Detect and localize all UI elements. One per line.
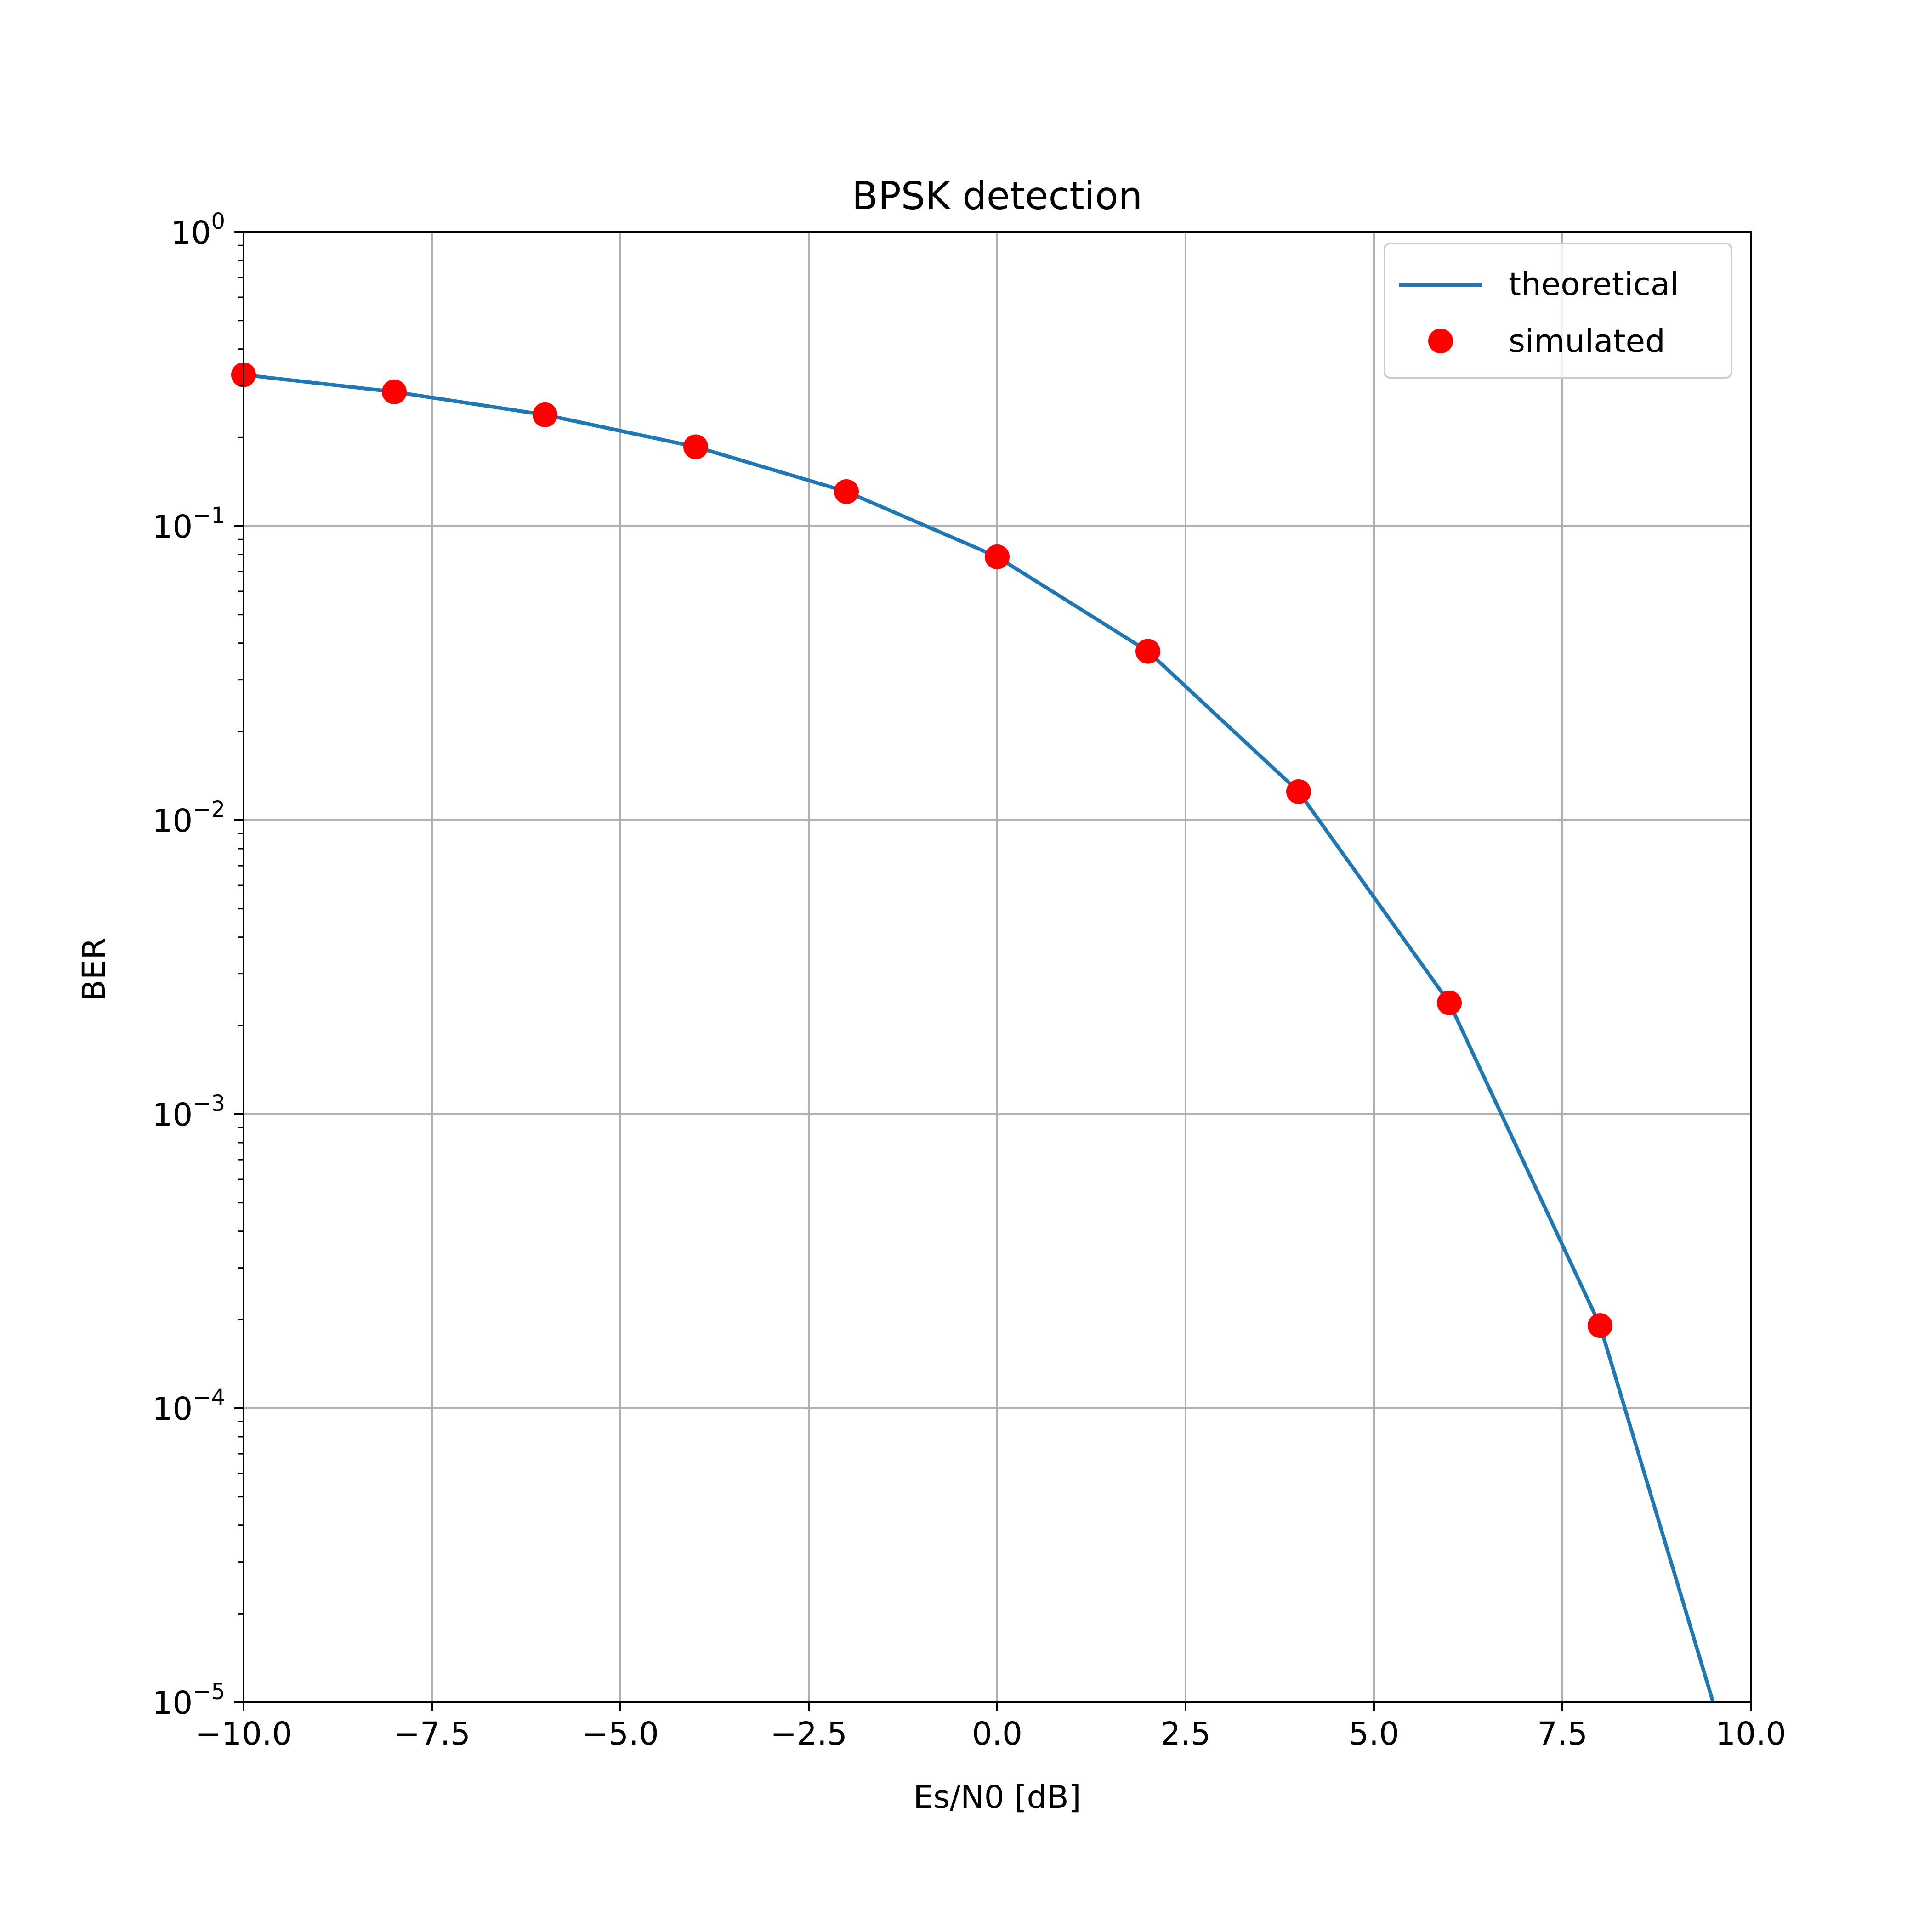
x-tick-label: 0.0 xyxy=(972,1716,1022,1752)
x-tick-label: 7.5 xyxy=(1537,1716,1588,1752)
y-tick-label: 10−5 xyxy=(152,1679,225,1722)
y-tick-label: 100 xyxy=(171,209,225,251)
y-tick-label: 10−2 xyxy=(152,797,225,839)
data-point-simulated xyxy=(1135,639,1160,664)
y-tick-exponent: −2 xyxy=(193,797,225,822)
x-tick-label: 2.5 xyxy=(1160,1716,1211,1752)
legend-box xyxy=(1384,243,1732,379)
y-tick-exponent: −4 xyxy=(193,1385,225,1411)
data-point-simulated xyxy=(1286,779,1311,804)
y-tick-exponent: −3 xyxy=(193,1091,225,1116)
x-axis-label: Es/N0 [dB] xyxy=(913,1779,1081,1816)
x-tick-label: −2.5 xyxy=(770,1716,847,1752)
legend-label-simulated: simulated xyxy=(1509,323,1665,360)
legend: theoretical simulated xyxy=(1384,243,1732,379)
x-tick-label: −5.0 xyxy=(582,1716,659,1752)
y-tick-label: 10−1 xyxy=(152,503,225,545)
y-axis-label: BER xyxy=(76,938,113,1002)
data-point-simulated xyxy=(533,402,557,427)
x-tick-label: −10.0 xyxy=(195,1716,292,1752)
y-tick-base: 10 xyxy=(152,1391,193,1428)
x-tick-label: −7.5 xyxy=(393,1716,471,1752)
legend-label-theoretical: theoretical xyxy=(1509,266,1679,303)
y-tick-exponent: −1 xyxy=(193,503,225,528)
y-tick-base: 10 xyxy=(171,215,211,251)
x-tick-label: 5.0 xyxy=(1349,1716,1399,1752)
chart-title: BPSK detection xyxy=(852,174,1142,218)
y-tick-label: 10−3 xyxy=(152,1091,225,1133)
y-tick-exponent: −5 xyxy=(193,1679,225,1705)
y-tick-base: 10 xyxy=(152,1097,193,1133)
data-point-simulated xyxy=(382,379,407,404)
x-tick-label: 10.0 xyxy=(1715,1716,1786,1752)
y-tick-base: 10 xyxy=(152,509,193,545)
data-point-simulated xyxy=(683,434,708,459)
data-point-simulated xyxy=(834,479,859,504)
data-point-simulated xyxy=(985,544,1010,569)
axis-ticks: −10.0 −7.5 −5.0 −2.5 0.0 2.5 5.0 7.5 10.010010−1… xyxy=(152,209,1786,1752)
y-tick-base: 10 xyxy=(152,803,193,839)
y-tick-label: 10−4 xyxy=(152,1385,225,1428)
plot-series xyxy=(231,362,1715,1703)
y-tick-base: 10 xyxy=(152,1685,193,1722)
data-point-simulated xyxy=(1588,1313,1612,1338)
legend-simulated-marker xyxy=(1428,329,1453,353)
data-point-simulated xyxy=(1437,990,1462,1015)
y-tick-exponent: 0 xyxy=(211,209,225,234)
